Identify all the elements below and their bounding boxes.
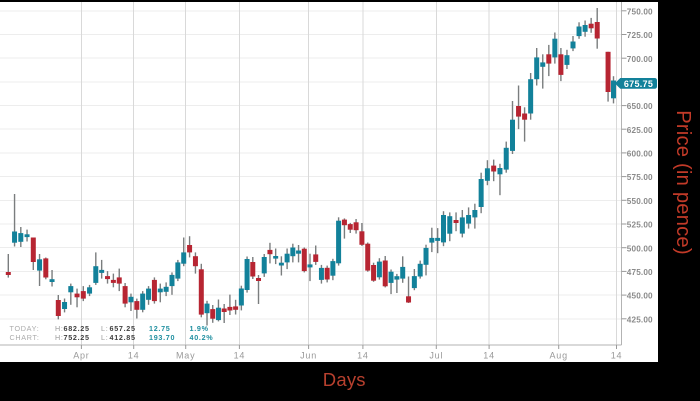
svg-text:412.85: 412.85 bbox=[110, 333, 136, 342]
svg-text:682.25: 682.25 bbox=[64, 324, 90, 333]
svg-text:550.00: 550.00 bbox=[627, 197, 653, 206]
svg-text:May: May bbox=[176, 351, 195, 361]
svg-text:L:: L: bbox=[101, 324, 108, 333]
svg-text:TODAY:: TODAY: bbox=[10, 324, 40, 333]
svg-text:450.00: 450.00 bbox=[627, 292, 653, 301]
svg-text:14: 14 bbox=[357, 351, 369, 361]
svg-text:575.00: 575.00 bbox=[627, 173, 653, 182]
svg-text:CHART:: CHART: bbox=[10, 333, 40, 342]
svg-text:725.00: 725.00 bbox=[627, 31, 653, 40]
svg-text:675.75: 675.75 bbox=[624, 79, 653, 89]
svg-text:752.25: 752.25 bbox=[64, 333, 90, 342]
svg-text:425.00: 425.00 bbox=[627, 315, 653, 324]
svg-text:Aug: Aug bbox=[549, 351, 567, 361]
svg-text:650.00: 650.00 bbox=[627, 102, 653, 111]
svg-text:500.00: 500.00 bbox=[627, 244, 653, 253]
svg-text:H:: H: bbox=[55, 333, 64, 342]
svg-text:625.00: 625.00 bbox=[627, 126, 653, 135]
svg-text:600.00: 600.00 bbox=[627, 150, 653, 159]
svg-text:40.2%: 40.2% bbox=[190, 333, 214, 342]
svg-text:657.25: 657.25 bbox=[110, 324, 136, 333]
svg-text:14: 14 bbox=[611, 351, 623, 361]
svg-text:14: 14 bbox=[234, 351, 246, 361]
svg-text:525.00: 525.00 bbox=[627, 221, 653, 230]
svg-text:14: 14 bbox=[128, 351, 140, 361]
svg-text:475.00: 475.00 bbox=[627, 268, 653, 277]
svg-text:1.9%: 1.9% bbox=[190, 324, 209, 333]
svg-text:12.75: 12.75 bbox=[149, 324, 171, 333]
svg-text:750.00: 750.00 bbox=[627, 7, 653, 16]
svg-text:Jun: Jun bbox=[300, 351, 317, 361]
svg-text:193.70: 193.70 bbox=[149, 333, 175, 342]
svg-text:L:: L: bbox=[101, 333, 108, 342]
svg-text:14: 14 bbox=[483, 351, 495, 361]
svg-text:H:: H: bbox=[55, 324, 64, 333]
svg-text:700.00: 700.00 bbox=[627, 55, 653, 64]
svg-text:Jul: Jul bbox=[429, 351, 443, 361]
svg-text:Apr: Apr bbox=[73, 351, 89, 361]
